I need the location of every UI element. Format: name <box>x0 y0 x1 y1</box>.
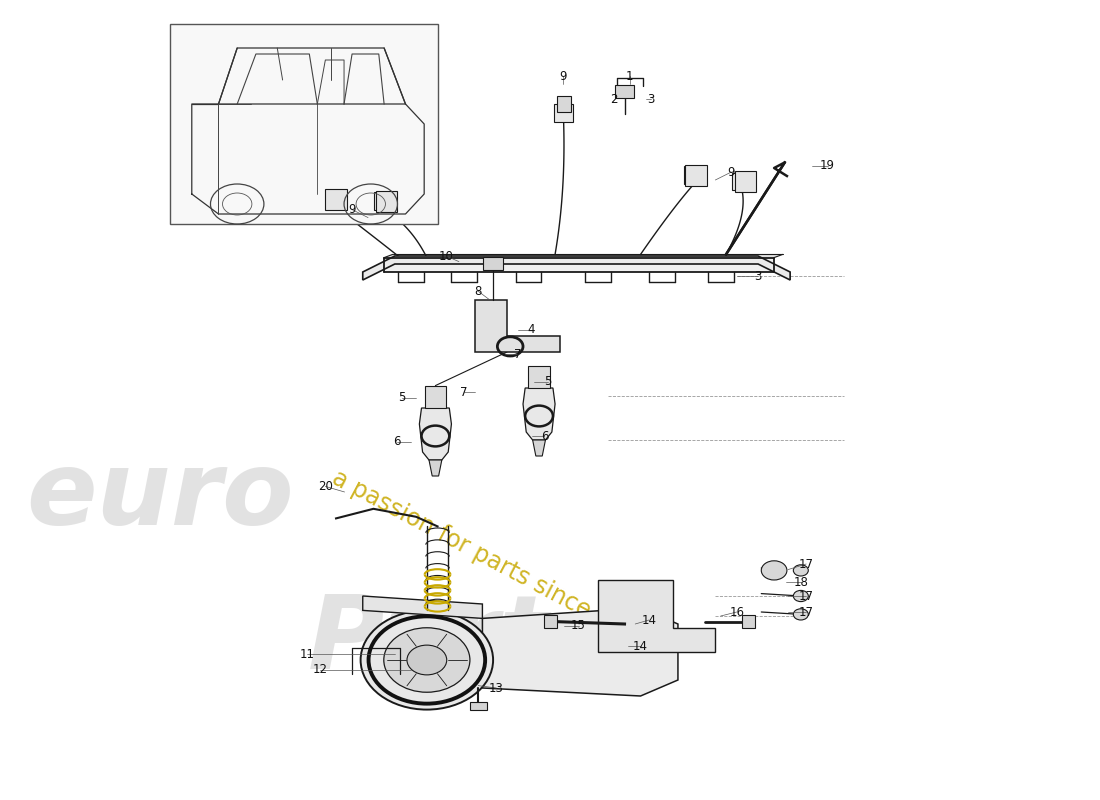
Text: 11: 11 <box>299 648 315 661</box>
Polygon shape <box>363 596 483 618</box>
Bar <box>470 702 486 710</box>
Bar <box>425 386 447 408</box>
Text: 17: 17 <box>799 606 814 618</box>
Text: 20: 20 <box>318 480 333 493</box>
Text: Parts: Parts <box>307 590 610 690</box>
Text: 2: 2 <box>610 93 617 106</box>
Circle shape <box>361 610 493 710</box>
Polygon shape <box>419 408 451 460</box>
Bar <box>326 189 346 210</box>
Text: 3: 3 <box>648 93 654 106</box>
Polygon shape <box>384 254 783 258</box>
Text: 1: 1 <box>626 70 634 82</box>
Text: a passion for parts since 1985: a passion for parts since 1985 <box>328 466 654 654</box>
Text: 16: 16 <box>729 606 745 618</box>
Text: 5: 5 <box>398 391 406 404</box>
Text: 7: 7 <box>461 386 468 398</box>
Bar <box>484 257 503 270</box>
Bar <box>554 104 573 122</box>
Text: 17: 17 <box>799 558 814 570</box>
Text: euro: euro <box>26 446 294 546</box>
Polygon shape <box>522 388 556 440</box>
Text: 18: 18 <box>793 576 808 589</box>
Text: 15: 15 <box>571 619 586 632</box>
Polygon shape <box>475 300 560 352</box>
Bar <box>375 191 397 212</box>
Polygon shape <box>429 460 442 476</box>
Text: 19: 19 <box>820 159 835 172</box>
Text: 4: 4 <box>528 323 536 336</box>
Bar <box>170 24 438 224</box>
Bar <box>544 615 558 628</box>
Bar <box>528 366 550 388</box>
Polygon shape <box>597 580 715 652</box>
Text: 17: 17 <box>799 590 814 602</box>
Bar <box>733 173 751 190</box>
Text: 13: 13 <box>488 682 504 694</box>
Circle shape <box>793 609 808 620</box>
Text: 9: 9 <box>349 203 355 216</box>
Polygon shape <box>532 440 546 456</box>
Bar <box>615 85 634 98</box>
Text: 3: 3 <box>755 270 762 282</box>
Circle shape <box>793 590 808 602</box>
Circle shape <box>793 565 808 576</box>
Bar <box>384 258 774 272</box>
Bar <box>327 190 345 208</box>
Text: 10: 10 <box>439 250 453 262</box>
Text: 6: 6 <box>393 435 400 448</box>
Text: 7: 7 <box>514 348 521 361</box>
Bar <box>685 165 707 186</box>
Text: 14: 14 <box>634 640 648 653</box>
Text: 9: 9 <box>559 70 566 82</box>
Bar <box>742 615 755 628</box>
Bar <box>374 192 394 210</box>
Bar <box>735 171 756 192</box>
Polygon shape <box>483 608 678 696</box>
Bar <box>684 166 704 184</box>
Text: 12: 12 <box>312 663 328 676</box>
Bar <box>558 96 571 112</box>
Polygon shape <box>363 256 790 280</box>
Text: 6: 6 <box>540 430 548 442</box>
Circle shape <box>384 628 470 692</box>
Circle shape <box>761 561 786 580</box>
Text: 8: 8 <box>474 285 482 298</box>
Text: 9: 9 <box>727 166 735 178</box>
Text: 14: 14 <box>641 614 657 626</box>
Text: 5: 5 <box>543 375 551 388</box>
Circle shape <box>407 645 447 675</box>
